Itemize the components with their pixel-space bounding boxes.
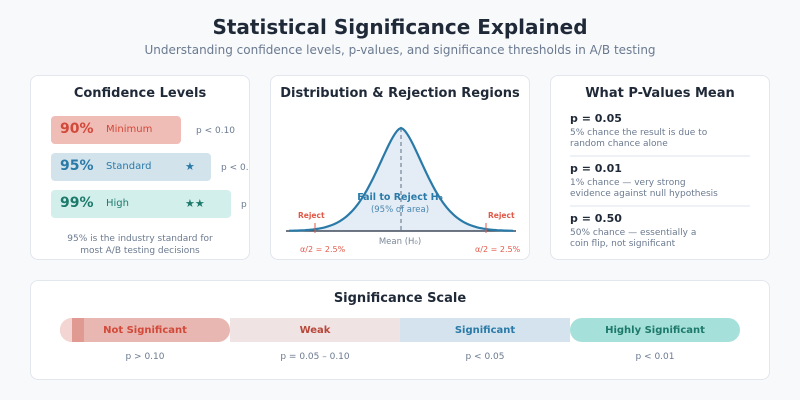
description-line: 50% chance — essentially a [570, 228, 697, 238]
segment-label: Highly Significant [605, 324, 705, 336]
scale-segment: Not Significant [60, 318, 230, 342]
segment-range: p = 0.05 – 0.10 [280, 352, 350, 362]
confidence-levels-card: Confidence Levels 90% Minimum p < 0.10 9… [30, 75, 250, 260]
page-title: Statistical Significance Explained [212, 15, 588, 39]
segment-label: Weak [299, 324, 331, 336]
p-value-heading: p = 0.01 [570, 162, 622, 175]
p-threshold: p < 0.01 [241, 200, 249, 210]
page-subtitle: Understanding confidence levels, p-value… [144, 43, 656, 57]
star-icon: ★★ [185, 197, 205, 210]
confidence-label: High [106, 198, 129, 209]
segment-label: Not Significant [103, 324, 187, 336]
acceptance-label: Fail to Reject H₀ [357, 192, 443, 203]
card-title: Confidence Levels [73, 86, 207, 101]
divider [570, 155, 750, 157]
divider [570, 205, 750, 207]
mean-label: Mean (H₀) [378, 237, 422, 247]
scale-start-cap [60, 318, 72, 342]
p-value-description: 50% chance — essentially a coin flip, no… [570, 228, 696, 250]
p-values-card: What P-Values Mean p = 0.05 5% chance th… [550, 75, 770, 260]
scale-segment: Significant [400, 318, 570, 342]
segment-range: p < 0.05 [465, 352, 505, 362]
reject-right-label: Reject [488, 211, 515, 220]
p-threshold: p < 0.05 [221, 163, 249, 173]
p-value-heading: p = 0.50 [570, 212, 622, 225]
reject-left-label: Reject [298, 211, 325, 220]
note-line: most A/B testing decisions [80, 246, 200, 256]
confidence-percent: 95% [60, 158, 94, 174]
alpha-right-label: α/2 = 2.5% [475, 245, 521, 254]
distribution-curve [288, 126, 514, 232]
segment-label: Significant [454, 324, 516, 336]
card-title: What P-Values Mean [585, 86, 735, 101]
note-line: 95% is the industry standard for [67, 234, 213, 244]
confidence-level-90: 90% Minimum [51, 116, 181, 144]
card-title: Distribution & Rejection Regions [280, 86, 520, 101]
description-line: random chance alone [570, 139, 668, 149]
description-line: coin flip, not significant [570, 239, 676, 249]
alpha-left-label: α/2 = 2.5% [300, 245, 346, 254]
scale-marker [72, 318, 84, 342]
p-threshold: p < 0.10 [196, 126, 236, 136]
segment-range: p < 0.01 [635, 352, 675, 362]
acceptance-sub-label: (95% of area) [370, 205, 430, 215]
confidence-note: 95% is the industry standard for most A/… [31, 233, 249, 257]
distribution-card: Distribution & Rejection Regions Fail to… [270, 75, 530, 260]
scale-segment: Weak [230, 318, 400, 342]
segment-range: p > 0.10 [125, 352, 165, 362]
confidence-level-99: 99% High ★★ [51, 190, 231, 218]
description-line: 1% chance — very strong [570, 178, 686, 188]
p-value-description: 1% chance — very strong evidence against… [570, 178, 718, 200]
confidence-percent: 90% [60, 121, 94, 137]
confidence-label: Standard [106, 161, 152, 172]
star-icon: ★ [185, 160, 195, 173]
card-title: Significance Scale [333, 291, 467, 306]
description-line: evidence against null hypothesis [570, 189, 718, 199]
bell-curve-diagram [286, 126, 516, 233]
confidence-label: Minimum [106, 124, 153, 135]
confidence-percent: 99% [60, 195, 94, 211]
scale-segment: Highly Significant [570, 318, 740, 342]
description-line: 5% chance the result is due to [570, 128, 708, 138]
confidence-level-95: 95% Standard ★ [51, 153, 211, 181]
p-value-heading: p = 0.05 [570, 112, 622, 125]
p-value-description: 5% chance the result is due to random ch… [570, 128, 707, 150]
